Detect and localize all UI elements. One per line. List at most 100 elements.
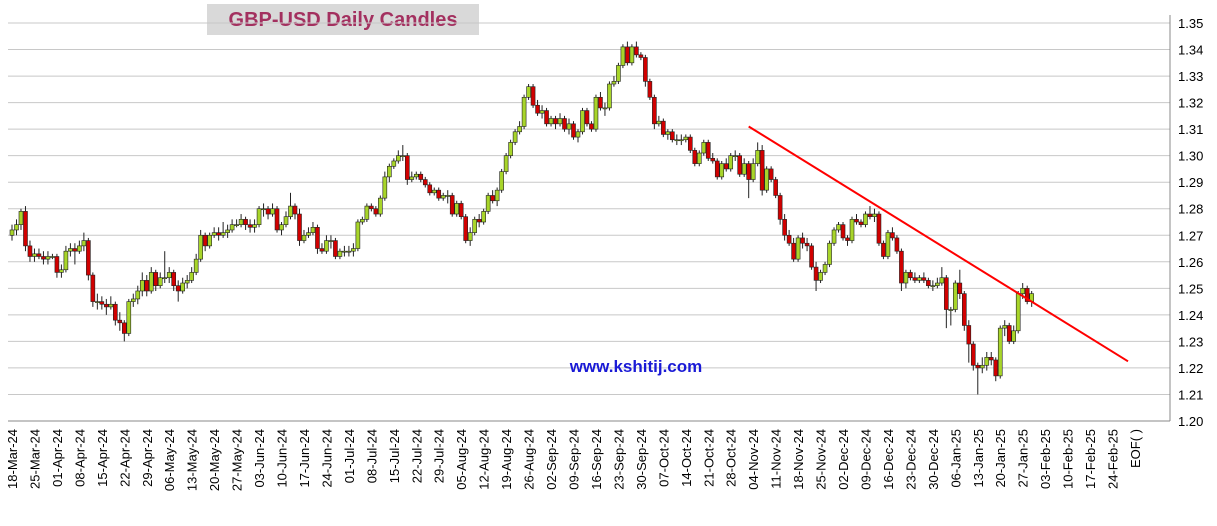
candle-body [970,343,976,366]
candle-body [1006,325,1012,342]
candle-body [993,359,999,377]
candle-body [953,282,958,310]
candle-body [580,110,585,133]
candle-body [95,301,100,303]
candle-body [72,248,78,252]
candle-body [396,155,401,162]
x-tick-label: 22-Jul-24 [409,429,424,483]
x-tick-label: 14-Oct-24 [679,429,694,487]
candle-body [782,219,787,236]
candle-body [813,266,819,281]
candle-body [387,165,392,178]
candle-body [966,325,972,345]
x-tick-label: 13-Jan-25 [971,429,986,488]
x-tick-label: 08-Apr-24 [72,429,87,487]
y-tick-label: 1.28 [1178,202,1203,217]
candle-body [440,195,446,199]
candle-body [988,357,994,361]
candle-body [211,232,217,236]
x-tick-label: 09-Sep-24 [567,429,582,490]
candle-body [14,224,19,231]
candle-body [171,272,177,286]
candle-body [696,152,702,164]
candle-body [45,256,51,260]
x-tick-label: 30-Dec-24 [926,429,941,490]
candle-body [750,163,756,180]
candle-body [463,216,468,241]
x-tick-label: 15-Jul-24 [387,429,402,483]
candle-body [391,160,397,167]
candle-body [36,253,42,257]
candle-body [836,224,841,231]
candle-body [499,171,504,191]
x-tick-label: 03-Jun-24 [252,429,267,488]
candle-body [364,205,370,220]
x-tick-label: 01-Jul-24 [342,429,357,483]
candle-body [198,234,203,260]
candle-body [54,256,60,273]
candle-body [238,219,244,225]
candle-body [544,110,549,125]
x-tick-label: 11-Nov-24 [769,429,784,489]
candle-body [86,240,91,276]
candle-body [202,234,208,247]
x-tick-label: 23-Sep-24 [611,429,626,490]
candle-body [301,234,307,241]
candle-body [59,269,64,273]
x-tick-label: 19-Aug-24 [499,429,514,490]
candle-body [741,163,747,175]
candle-body [1024,288,1030,302]
y-tick-label: 1.34 [1178,43,1203,58]
candle-body [315,227,320,249]
candle-body [899,250,904,284]
candle-body [216,232,221,236]
candle-body [310,227,316,233]
x-tick-label: 03-Feb-25 [1038,429,1053,489]
x-tick-label: 25-Nov-24 [814,429,829,490]
candle-body [849,219,855,241]
candle-body [894,237,900,252]
candle-body [687,136,693,151]
candle-body [598,96,603,109]
candle-body [229,224,235,231]
candle-body [620,46,626,66]
candle-body [9,229,15,236]
candle-body [692,150,698,164]
candle-body [274,208,280,231]
candle-body [207,234,212,247]
candle-body [454,203,460,215]
candle-body [157,277,163,286]
y-tick-label: 1.23 [1178,334,1203,349]
candle-body [472,219,477,233]
candle-body [840,224,846,239]
candle-body [571,123,576,138]
candle-body [643,57,648,82]
candle-body [369,205,374,210]
x-tick-label: 23-Dec-24 [903,429,918,490]
trendline [748,125,1129,363]
candle-body [984,357,990,366]
candle-body [867,213,873,217]
candle-body [490,195,495,202]
candle-body [921,277,927,281]
y-tick-label: 1.21 [1178,387,1203,402]
candle-body [944,277,949,310]
annotation: www.kshitij.com [569,357,703,376]
candle-body [746,163,751,180]
candle-body [526,86,531,98]
candle-body [705,142,711,159]
candle-body [845,237,850,241]
candle-body [41,256,46,260]
candle-body [18,211,24,225]
candle-body [404,155,410,180]
candle-body [23,211,28,247]
candle-body [503,155,509,172]
candle-body [409,176,415,180]
candle-body [679,139,684,142]
candle-body [759,150,765,191]
candle-body [566,123,572,130]
y-tick-label: 1.35 [1178,16,1203,31]
candle-body [539,110,545,114]
x-tick-label: 06-Jan-25 [948,429,963,488]
